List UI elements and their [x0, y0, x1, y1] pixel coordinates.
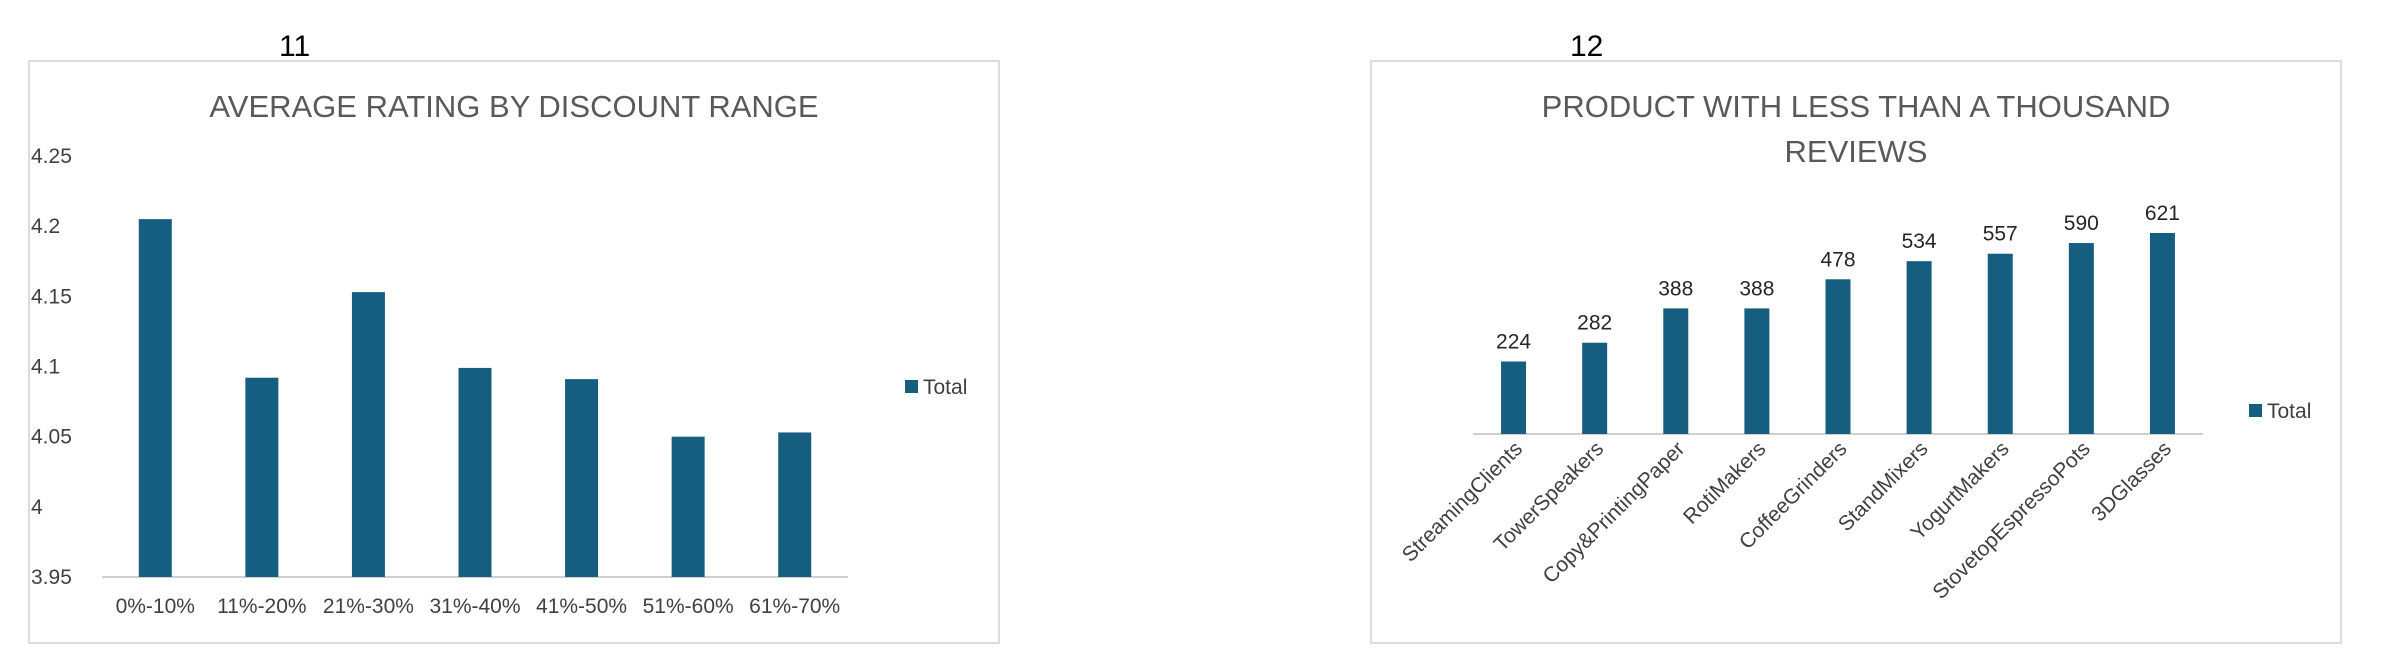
x-axis-ticks: 0%-10% 11%-20% 21%-30% 31%-40% 41%-50% 51%-60…	[116, 595, 841, 618]
data-label: 534	[1902, 230, 1937, 253]
data-labels: 224 282 388 388 478 534 557 590 621	[1496, 202, 2180, 353]
data-label: 557	[1983, 223, 2018, 246]
bar	[2149, 233, 2175, 434]
data-label: 388	[1658, 277, 1693, 300]
cell-number-11: 11	[279, 30, 311, 63]
legend-swatch	[2249, 404, 2262, 417]
y-tick-label: 3.95	[31, 566, 72, 589]
y-tick-label: 4.15	[31, 285, 72, 308]
x-tick-label: 41%-50%	[536, 595, 627, 618]
chart-frame	[1370, 60, 2342, 644]
chart-frame	[28, 60, 1000, 644]
y-tick-label: 4.05	[31, 426, 72, 449]
y-tick-label: 4.1	[31, 356, 60, 379]
bars	[1501, 233, 2175, 434]
data-label: 388	[1739, 277, 1774, 300]
x-tick-label: 11%-20%	[217, 595, 307, 618]
legend-label: Total	[2267, 400, 2311, 423]
y-tick-label: 4.2	[31, 215, 60, 238]
x-tick-label: 31%-40%	[429, 595, 520, 618]
data-label: 282	[1577, 312, 1612, 335]
legend-label: Total	[923, 376, 967, 399]
chart-title-line-1: PRODUCT WITH LESS THAN A THOUSAND	[1542, 89, 2171, 124]
legend: Total	[2249, 400, 2311, 423]
bar	[138, 219, 172, 577]
y-tick-label: 4.25	[31, 145, 72, 168]
bar	[671, 436, 705, 577]
bar	[565, 379, 599, 577]
bar	[351, 292, 385, 577]
legend: Total	[905, 376, 967, 399]
chart-title-line-2: REVIEWS	[1785, 134, 1928, 169]
data-label: 621	[2145, 202, 2180, 225]
data-label: 590	[2064, 212, 2099, 235]
chart-title: AVERAGE RATING BY DISCOUNT RANGE	[209, 89, 818, 124]
y-axis-ticks: 4.25 4.2 4.15 4.1 4.05 4 3.95	[31, 145, 72, 589]
chart-reviews[interactable]: PRODUCT WITH LESS THAN A THOUSAND REVIEW…	[1370, 60, 2342, 644]
bar	[1501, 361, 1527, 434]
data-label: 224	[1496, 330, 1531, 353]
x-tick-label: 21%-30%	[323, 595, 414, 618]
bar	[778, 432, 812, 577]
y-tick-label: 4	[31, 496, 43, 519]
bar	[458, 367, 492, 577]
bars	[138, 219, 812, 577]
bar	[1582, 342, 1608, 434]
data-label: 478	[1820, 248, 1855, 271]
x-tick-label: 61%-70%	[749, 595, 840, 618]
chart-average-rating[interactable]: AVERAGE RATING BY DISCOUNT RANGE 4.254.2…	[28, 60, 1000, 644]
cell-number-12: 12	[1570, 30, 1604, 63]
bar	[1663, 308, 1689, 434]
x-tick-label: 0%-10%	[116, 595, 195, 618]
legend-swatch	[905, 380, 918, 393]
bar	[1825, 279, 1851, 434]
bar	[1744, 308, 1770, 434]
bar	[1906, 261, 1932, 434]
bar	[245, 377, 279, 577]
x-tick-label: 51%-60%	[643, 595, 734, 618]
bar	[1987, 253, 2013, 434]
bar	[2068, 243, 2094, 434]
